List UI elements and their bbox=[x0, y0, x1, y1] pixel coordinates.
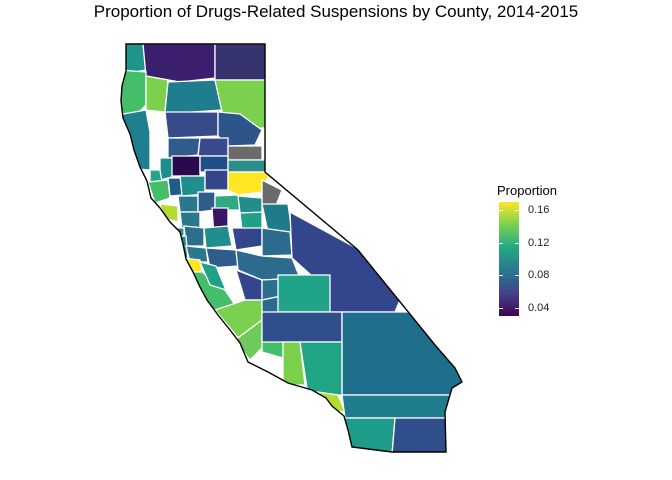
county-el-dorado bbox=[227, 171, 271, 196]
legend-tick-mark bbox=[515, 275, 519, 277]
county-plumas bbox=[217, 111, 263, 147]
county-los-angeles bbox=[282, 341, 306, 386]
county-placer-north bbox=[227, 159, 267, 173]
legend: Proportion 0.16 0.12 0.08 0.04 bbox=[497, 183, 557, 316]
county-san-benito bbox=[198, 261, 228, 292]
county-sonoma bbox=[147, 179, 171, 204]
county-yuba bbox=[171, 155, 201, 177]
state-outline bbox=[120, 43, 463, 453]
county-la-east bbox=[299, 341, 343, 396]
legend-tick-mark bbox=[515, 210, 519, 212]
legend-tick-mark bbox=[515, 242, 519, 244]
legend-tick-mark bbox=[499, 275, 503, 277]
legend-tick-label: 0.04 bbox=[528, 301, 550, 314]
county-glenn bbox=[167, 137, 201, 159]
county-mono bbox=[261, 203, 293, 233]
county-stanislaus bbox=[203, 225, 233, 249]
county-madera bbox=[261, 227, 293, 257]
legend-tick-label: 0.12 bbox=[528, 236, 550, 249]
county-riverside bbox=[341, 394, 462, 419]
county-san-bernardino bbox=[341, 311, 462, 396]
county-marin bbox=[159, 203, 179, 223]
county-sierra bbox=[227, 145, 263, 161]
legend-tick-label: 0.16 bbox=[528, 204, 550, 217]
county-butte bbox=[197, 137, 229, 157]
county-solano bbox=[177, 195, 199, 213]
county-santa-clara bbox=[185, 245, 209, 263]
legend-tick-mark bbox=[499, 210, 503, 212]
legend-title: Proportion bbox=[497, 183, 557, 198]
county-tehama bbox=[164, 111, 219, 139]
county-imperial bbox=[391, 417, 449, 452]
county-kern-south bbox=[261, 311, 343, 343]
county-tuolumne bbox=[239, 211, 263, 231]
county-polygons bbox=[121, 44, 462, 452]
legend-tick-mark bbox=[515, 307, 519, 309]
legend-tick-label: 0.08 bbox=[528, 269, 550, 282]
county-kern-east bbox=[277, 274, 331, 313]
map-title: Proportion of Drugs-Related Suspensions … bbox=[93, 2, 579, 21]
county-sutter bbox=[204, 169, 229, 191]
county-trinity bbox=[145, 75, 169, 113]
legend-tick-mark bbox=[499, 242, 503, 244]
county-calaveras bbox=[237, 195, 263, 214]
county-shasta bbox=[164, 79, 223, 114]
county-del-norte bbox=[121, 44, 147, 73]
legend-colorbar bbox=[499, 202, 519, 316]
county-mariposa bbox=[231, 227, 263, 251]
county-siskiyou bbox=[142, 44, 216, 83]
legend-tick-mark bbox=[499, 307, 503, 309]
county-contra-costa bbox=[179, 211, 201, 229]
county-modoc bbox=[214, 44, 271, 81]
